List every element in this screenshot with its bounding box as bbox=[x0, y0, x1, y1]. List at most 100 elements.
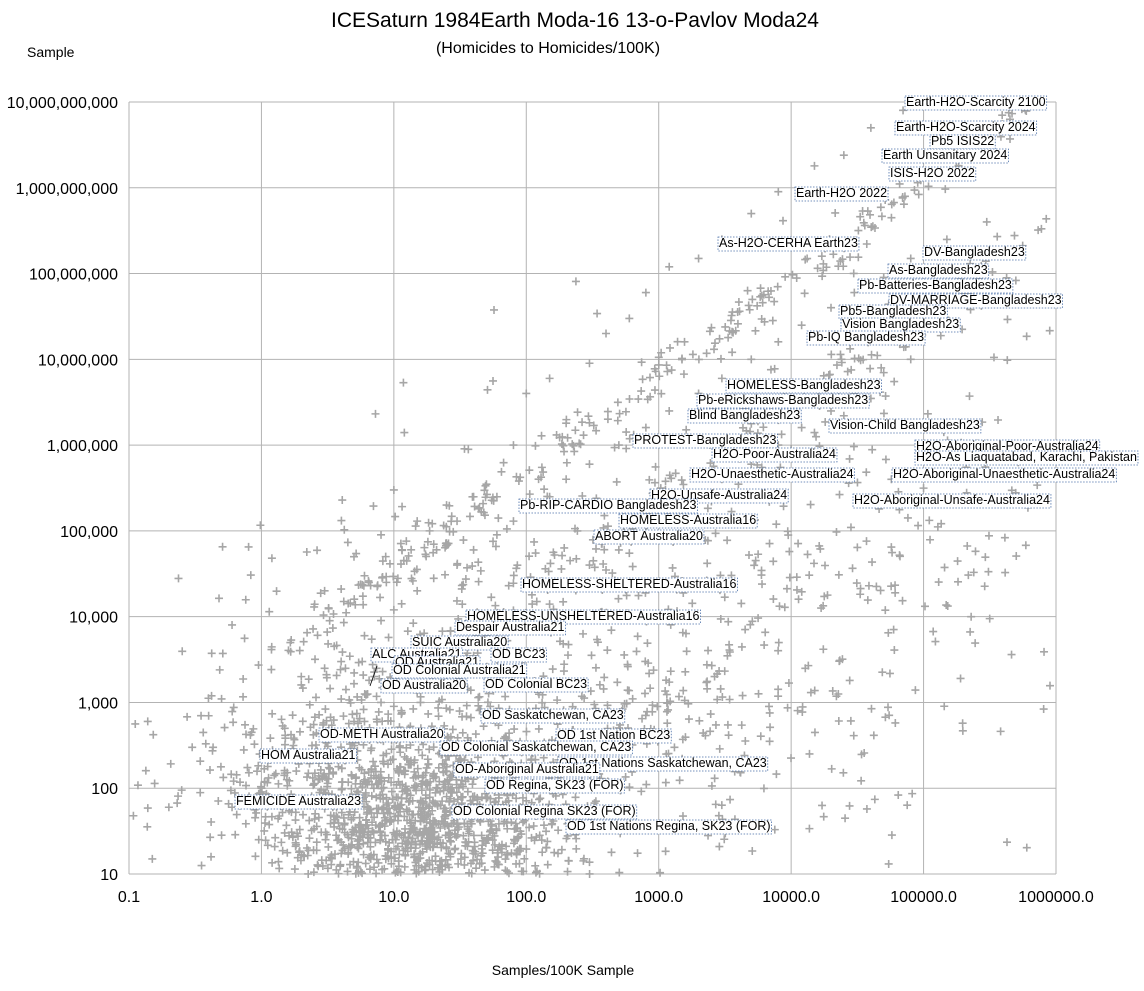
data-point bbox=[543, 837, 552, 846]
data-point bbox=[467, 819, 476, 828]
data-point bbox=[509, 571, 518, 580]
data-point bbox=[490, 862, 499, 871]
data-point bbox=[445, 705, 454, 714]
data-point bbox=[492, 824, 501, 833]
data-point bbox=[936, 331, 945, 340]
data-point bbox=[389, 702, 398, 711]
data-point bbox=[462, 838, 471, 847]
data-point bbox=[571, 426, 580, 435]
data-point bbox=[207, 852, 216, 861]
data-point bbox=[489, 376, 498, 385]
data-point bbox=[229, 703, 238, 712]
data-point bbox=[741, 736, 750, 745]
data-point bbox=[1012, 552, 1021, 561]
data-point bbox=[504, 869, 513, 878]
data-point bbox=[477, 851, 486, 860]
data-point bbox=[429, 574, 438, 583]
data-point bbox=[754, 614, 763, 623]
data-point bbox=[362, 690, 371, 699]
data-point bbox=[392, 805, 401, 814]
data-point bbox=[756, 732, 765, 741]
data-point bbox=[679, 686, 688, 695]
data-point bbox=[439, 817, 448, 826]
data-point bbox=[267, 812, 276, 821]
data-point bbox=[884, 703, 893, 712]
data-point bbox=[311, 693, 320, 702]
data-point bbox=[246, 571, 255, 580]
data-point bbox=[302, 548, 311, 557]
data-point bbox=[460, 853, 469, 862]
data-point bbox=[385, 809, 394, 818]
data-point bbox=[240, 634, 249, 643]
data-point bbox=[737, 721, 746, 730]
data-point bbox=[860, 749, 869, 758]
data-point bbox=[747, 355, 756, 364]
point-annotation: OD BC23 bbox=[490, 647, 547, 663]
annotation-box bbox=[380, 678, 468, 694]
data-point bbox=[490, 305, 499, 314]
data-point bbox=[360, 631, 369, 640]
data-point bbox=[385, 817, 394, 826]
data-point bbox=[774, 685, 783, 694]
data-point bbox=[1003, 315, 1012, 324]
data-point bbox=[766, 286, 775, 295]
data-point bbox=[218, 542, 227, 551]
data-point bbox=[757, 291, 766, 300]
data-point bbox=[859, 355, 868, 364]
data-point bbox=[247, 728, 256, 737]
data-point bbox=[472, 864, 481, 873]
data-point bbox=[302, 843, 311, 852]
data-point bbox=[846, 253, 855, 262]
data-point bbox=[441, 855, 450, 864]
data-point bbox=[277, 715, 286, 724]
data-point bbox=[702, 349, 711, 358]
data-point bbox=[906, 355, 915, 364]
data-point bbox=[338, 648, 347, 657]
data-point bbox=[460, 819, 469, 828]
data-point bbox=[585, 858, 594, 867]
data-point bbox=[413, 517, 422, 526]
data-point bbox=[133, 781, 142, 790]
data-point bbox=[356, 826, 365, 835]
data-point bbox=[641, 288, 650, 297]
data-point bbox=[792, 573, 801, 582]
data-point bbox=[785, 547, 794, 556]
data-point bbox=[459, 536, 468, 545]
annotation-label: H2O-Aboriginal-Unsafe-Australia24 bbox=[854, 493, 1050, 507]
data-point bbox=[1042, 214, 1051, 223]
data-point bbox=[1022, 843, 1031, 852]
data-point bbox=[437, 817, 446, 826]
data-point bbox=[289, 741, 298, 750]
data-point bbox=[661, 778, 670, 787]
data-point bbox=[522, 389, 531, 398]
data-point bbox=[562, 415, 571, 424]
annotation-box bbox=[725, 378, 882, 394]
data-point bbox=[843, 367, 852, 376]
data-point bbox=[546, 559, 555, 568]
data-point bbox=[458, 712, 467, 721]
data-point bbox=[520, 854, 529, 863]
data-point bbox=[204, 694, 213, 703]
data-point bbox=[468, 562, 477, 571]
x-tick-label: 1000000.0 bbox=[1018, 889, 1094, 906]
data-point bbox=[499, 458, 508, 467]
data-point bbox=[376, 836, 385, 845]
data-point bbox=[260, 819, 269, 828]
data-point bbox=[513, 824, 522, 833]
data-point bbox=[480, 511, 489, 520]
data-point bbox=[501, 855, 510, 864]
data-point bbox=[969, 568, 978, 577]
data-point bbox=[208, 746, 217, 755]
data-point bbox=[827, 764, 836, 773]
data-point bbox=[509, 517, 518, 526]
data-point bbox=[337, 764, 346, 773]
data-point bbox=[174, 792, 183, 801]
x-tick-label: 1.0 bbox=[250, 889, 272, 906]
data-point bbox=[474, 693, 483, 702]
point-annotation: OD-METH Australia20 bbox=[318, 727, 446, 743]
data-point bbox=[150, 779, 159, 788]
data-point bbox=[634, 591, 643, 600]
annotation-label: Pb-IQ Bangladesh23 bbox=[808, 330, 924, 344]
data-point bbox=[818, 272, 827, 281]
data-point bbox=[274, 814, 283, 823]
